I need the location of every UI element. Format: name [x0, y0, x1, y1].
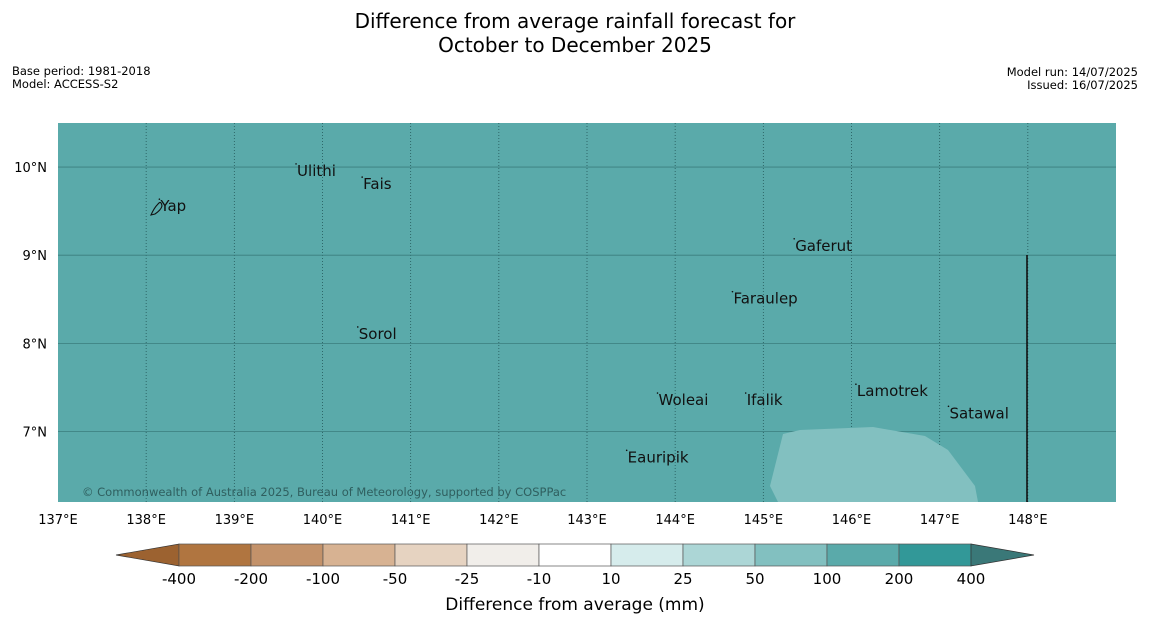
- island-marker: [656, 392, 659, 394]
- island-marker: [356, 326, 359, 328]
- place-labels: Yap Ulithi Fais Gaferut Faraulep Sorol Lamotre…: [158, 162, 1009, 466]
- longitude-tick-label: 137°E: [38, 513, 78, 528]
- island-marker: [295, 163, 297, 165]
- place-label-sorol: Sorol: [359, 325, 397, 343]
- island-marker: [744, 392, 747, 394]
- colorbar-segment: [250, 543, 324, 567]
- model-run: Model run: 14/07/2025: [1006, 65, 1138, 79]
- colorbar-tick-label: 25: [673, 570, 692, 588]
- colorbar-segment: [178, 543, 252, 567]
- colorbar-tick-label: 100: [813, 570, 842, 588]
- copyright-text: © Commonwealth of Australia 2025, Bureau…: [82, 485, 566, 499]
- island-marker: [855, 383, 857, 386]
- colorbar: -400 -200 -100 -50 -25 -10 10 25 50 100 200 400 Dif…: [115, 543, 1035, 615]
- colorbar-segment: [394, 543, 468, 567]
- longitude-tick-label: 141°E: [391, 513, 431, 528]
- latitude-tick-label: 9°N: [23, 249, 48, 264]
- colorbar-tick-label: 200: [885, 570, 914, 588]
- base-period: Base period: 1981-2018: [12, 64, 151, 78]
- island-marker: [731, 290, 734, 293]
- colorbar-under-arrow: [115, 543, 180, 567]
- meta-left: Base period: 1981-2018 Model: ACCESS-S2: [12, 65, 151, 91]
- colorbar-segment: [754, 543, 828, 567]
- longitude-tick-label: 148°E: [1008, 513, 1048, 528]
- latitude-tick-label: 10°N: [14, 161, 47, 176]
- island-marker: [625, 449, 628, 452]
- map-title: Difference from average rainfall forecas…: [0, 9, 1150, 57]
- place-label-eauripik: Eauripik: [628, 448, 689, 466]
- place-label-lamotrek: Lamotrek: [857, 382, 928, 400]
- colorbar-segment: [610, 543, 684, 567]
- title-line-2: October to December 2025: [438, 33, 712, 57]
- longitude-labels: 137°E 138°E 139°E 140°E 141°E 142°E 143°E 144°E…: [38, 513, 1047, 528]
- colorbar-tick-label: 10: [601, 570, 620, 588]
- place-label-gaferut: Gaferut: [795, 237, 852, 255]
- rainfall-region-lighter: [770, 427, 978, 502]
- longitude-tick-label: 147°E: [920, 513, 960, 528]
- colorbar-tick-label: -100: [306, 570, 340, 588]
- model-name: Model: ACCESS-S2: [12, 77, 119, 91]
- longitude-tick-label: 140°E: [303, 513, 343, 528]
- colorbar-segment: [826, 543, 900, 567]
- latitude-tick-label: 8°N: [23, 337, 48, 352]
- graticule: [58, 123, 1116, 502]
- issued-date: Issued: 16/07/2025: [1027, 78, 1138, 92]
- longitude-tick-label: 146°E: [832, 513, 872, 528]
- longitude-tick-label: 144°E: [655, 513, 695, 528]
- island-marker: [361, 176, 363, 178]
- longitude-tick-label: 139°E: [215, 513, 255, 528]
- longitude-tick-label: 138°E: [126, 513, 166, 528]
- colorbar-tick-label: -400: [162, 570, 196, 588]
- island-marker: [793, 238, 795, 240]
- colorbar-label: Difference from average (mm): [445, 595, 704, 615]
- latitude-tick-label: 7°N: [23, 425, 48, 440]
- longitude-tick-label: 145°E: [744, 513, 784, 528]
- colorbar-tick-labels: -400 -200 -100 -50 -25 -10 10 25 50 100 200 400: [162, 570, 985, 588]
- colorbar-tick-label: -10: [527, 570, 552, 588]
- colorbar-segment: [466, 543, 540, 567]
- island-marker: [947, 405, 950, 408]
- colorbar-over-arrow: [970, 543, 1035, 567]
- place-label-satawal: Satawal: [949, 404, 1008, 422]
- colorbar-tick-label: -25: [455, 570, 480, 588]
- colorbar-tick-label: 50: [745, 570, 764, 588]
- place-label-ifalik: Ifalik: [747, 391, 783, 409]
- map-area: Yap Ulithi Fais Gaferut Faraulep Sorol Lamotre…: [14, 123, 1116, 528]
- place-label-fais: Fais: [363, 175, 392, 193]
- colorbar-segment: [322, 543, 396, 567]
- place-label-woleai: Woleai: [659, 391, 709, 409]
- colorbar-segment: [682, 543, 756, 567]
- colorbar-tick-label: 400: [957, 570, 986, 588]
- colorbar-segments: [115, 543, 1035, 567]
- place-label-yap: Yap: [159, 197, 186, 215]
- longitude-tick-label: 142°E: [479, 513, 519, 528]
- longitude-tick-label: 143°E: [567, 513, 607, 528]
- place-label-ulithi: Ulithi: [297, 162, 336, 180]
- colorbar-segment: [538, 543, 612, 567]
- place-label-faraulep: Faraulep: [733, 290, 797, 308]
- latitude-labels: 10°N 9°N 8°N 7°N: [14, 161, 47, 440]
- title-line-1: Difference from average rainfall forecas…: [354, 9, 796, 33]
- yap-island-outline: [150, 201, 163, 216]
- meta-right: Model run: 14/07/2025 Issued: 16/07/2025: [1007, 66, 1138, 92]
- colorbar-segment: [898, 543, 972, 567]
- colorbar-tick-label: -200: [234, 570, 268, 588]
- island-marker: [158, 198, 161, 200]
- colorbar-tick-label: -50: [383, 570, 408, 588]
